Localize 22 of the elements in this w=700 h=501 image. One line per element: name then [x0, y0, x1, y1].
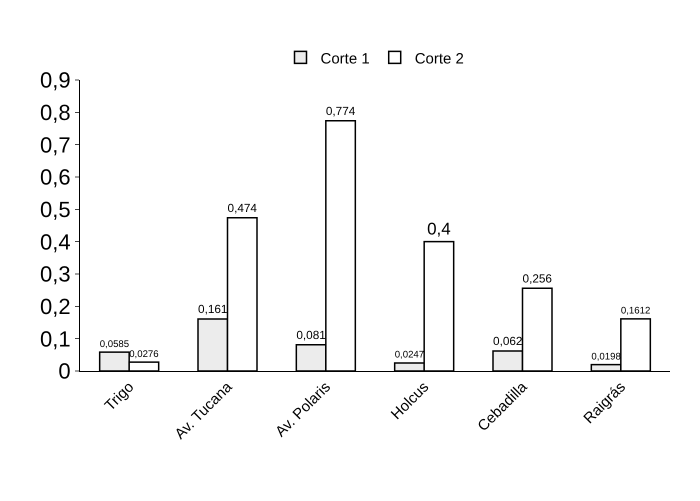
y-tick-label: 0,9 — [40, 68, 71, 93]
data-label: 0,0585 — [100, 338, 130, 350]
data-label: 0,1612 — [620, 306, 650, 317]
y-tick-label: 0,3 — [40, 262, 71, 287]
data-label: 0,256 — [522, 272, 552, 286]
data-label: 0,161 — [198, 303, 228, 316]
data-label: 0,774 — [326, 104, 356, 118]
y-tick-label: 0,4 — [40, 229, 71, 254]
y-tick-label: 0,7 — [40, 132, 71, 158]
y-tick-label: 0,8 — [40, 100, 71, 126]
data-label: 0,474 — [228, 202, 258, 215]
data-label: 0,062 — [493, 335, 522, 348]
y-tick-label: 0,1 — [40, 326, 71, 352]
data-label: 0,4 — [427, 220, 451, 239]
data-label: 0,0247 — [394, 350, 424, 361]
y-tick-label: 0,6 — [40, 164, 71, 190]
x-tick-label: Trigo — [102, 378, 138, 414]
legend-label: Corte 2 — [414, 50, 464, 68]
y-tick-label: 0,5 — [40, 197, 71, 222]
y-tick-label: 0 — [58, 358, 71, 384]
y-tick-label: 0,2 — [40, 294, 71, 320]
legend-label: Corte 1 — [320, 50, 370, 68]
